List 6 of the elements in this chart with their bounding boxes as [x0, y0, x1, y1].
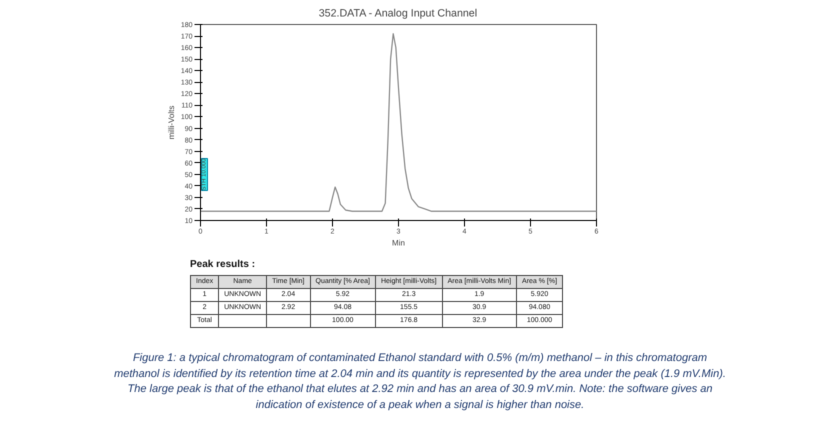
text: Peak results : [190, 258, 256, 272]
chart-title: 352.DATA - Analog Input Channel [318, 8, 478, 20]
y-axis-title: milli-Volts [166, 106, 176, 140]
x-axis-title: Min [392, 238, 405, 248]
caption: Figure 1: a typical chromatogram of contaminated Ethanol standard with 0.5% (m/m) methanol – in this chromatogram methanol is identified by its retention time at 2.04 min and its quantity is represented by the area under the peak (1.9 mV.Min). The large peak is that of the ethanol that elutes at 2.92 min and has an area of 30.9 mV.min. Note: the software gives an indication of existence of a peak when a signal is higher than noise. [113, 351, 727, 414]
line-series [200, 33, 596, 212]
